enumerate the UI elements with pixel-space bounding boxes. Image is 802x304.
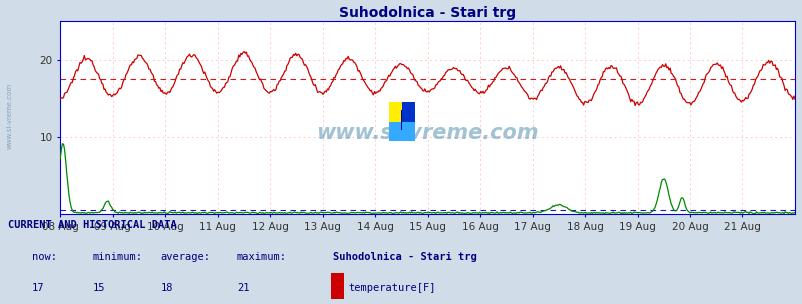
Text: 17: 17 (32, 283, 45, 293)
Text: 18: 18 (160, 283, 173, 293)
Text: www.si-vreme.com: www.si-vreme.com (316, 123, 538, 143)
Text: temperature[F]: temperature[F] (348, 283, 435, 293)
Text: minimum:: minimum: (92, 252, 142, 262)
Text: www.si-vreme.com: www.si-vreme.com (6, 82, 13, 149)
Text: CURRENT AND HISTORICAL DATA: CURRENT AND HISTORICAL DATA (8, 220, 176, 230)
Text: 15: 15 (92, 283, 105, 293)
Text: 21: 21 (237, 283, 249, 293)
Text: maximum:: maximum: (237, 252, 286, 262)
Text: now:: now: (32, 252, 57, 262)
Text: Suhodolnica - Stari trg: Suhodolnica - Stari trg (333, 252, 476, 262)
Title: Suhodolnica - Stari trg: Suhodolnica - Stari trg (338, 6, 516, 20)
Text: average:: average: (160, 252, 210, 262)
Bar (330, 273, 343, 299)
